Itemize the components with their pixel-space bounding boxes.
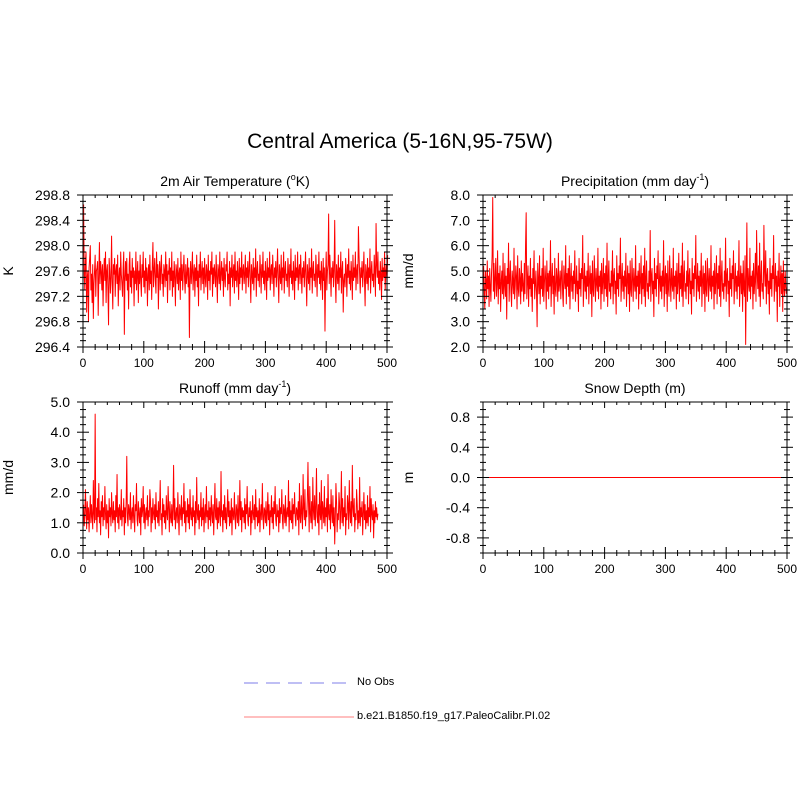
y-tick-label-tas: 296.4 — [35, 339, 70, 355]
chart-title-precip: Precipitation (mm day-1) — [561, 172, 709, 189]
chart-title-main-tas: 2m Air Temperature ( — [160, 173, 291, 189]
x-tick-label-runoff: 400 — [316, 562, 336, 576]
y-tick-label-snow: -0.8 — [446, 530, 470, 546]
chart-title-main-precip: Precipitation (mm day — [561, 173, 696, 189]
x-tick-label-tas: 100 — [134, 356, 154, 370]
x-tick-label-precip: 400 — [716, 356, 736, 370]
x-tick-label-tas: 400 — [316, 356, 336, 370]
x-tick-label-snow: 300 — [655, 562, 675, 576]
chart-title-main-snow: Snow Depth (m) — [584, 380, 685, 396]
y-tick-label-snow: 0.8 — [451, 409, 471, 425]
y-tick-label-precip: 4.0 — [451, 288, 471, 304]
y-tick-label-snow: -0.4 — [446, 500, 470, 516]
x-tick-label-runoff: 500 — [377, 562, 397, 576]
y-tick-label-precip: 5.0 — [451, 263, 471, 279]
chart-title-suffix-precip: ) — [704, 173, 709, 189]
chart-panel-snow: 0 100 200 300 400 500 -0.8 -0.4 0.0 0.4 0.8 m Snow D… — [400, 380, 797, 576]
x-tick-label-snow: 100 — [534, 562, 554, 576]
x-tick-label-runoff: 200 — [195, 562, 215, 576]
x-tick-label-snow: 400 — [716, 562, 736, 576]
y-tick-label-precip: 2.0 — [451, 339, 471, 355]
chart-title-sup-runoff: -1 — [278, 379, 286, 389]
y-axis-label-runoff: mm/d — [0, 460, 16, 495]
chart-panel-tas: 0 100 200 300 400 500 296.4 296.8 297.2 297.6 298.… — [0, 172, 397, 370]
y-tick-label-precip: 6.0 — [451, 238, 471, 254]
series-line-runoff-0 — [83, 413, 379, 545]
chart-panel-runoff: 0 100 200 300 400 500 0.0 1.0 2.0 3.0 4.0 5.0 mm/d Ru… — [0, 379, 397, 576]
x-tick-label-precip: 0 — [480, 356, 487, 370]
y-tick-label-runoff: 0.0 — [51, 545, 71, 561]
y-axis-label-tas: K — [0, 266, 16, 276]
chart-title-runoff: Runoff (mm day-1) — [179, 379, 291, 396]
x-tick-label-snow: 500 — [777, 562, 797, 576]
x-tick-label-tas: 500 — [377, 356, 397, 370]
y-tick-label-runoff: 5.0 — [51, 394, 71, 410]
chart-title-snow: Snow Depth (m) — [584, 380, 685, 396]
y-tick-label-tas: 298.0 — [35, 238, 70, 254]
chart-title-main-runoff: Runoff (mm day — [179, 380, 278, 396]
y-tick-label-tas: 297.6 — [35, 263, 70, 279]
y-tick-label-runoff: 1.0 — [51, 515, 71, 531]
x-tick-label-tas: 0 — [80, 356, 87, 370]
y-axis-label-snow: m — [400, 472, 416, 484]
y-tick-label-tas: 298.4 — [35, 212, 70, 228]
x-tick-label-runoff: 300 — [255, 562, 275, 576]
x-tick-label-tas: 300 — [255, 356, 275, 370]
y-tick-label-tas: 298.8 — [35, 187, 70, 203]
x-tick-label-tas: 200 — [195, 356, 215, 370]
y-tick-label-runoff: 2.0 — [51, 485, 71, 501]
legend-label-no-obs: No Obs — [357, 676, 395, 688]
chart-title-sup-precip: -1 — [696, 172, 704, 182]
y-tick-label-precip: 8.0 — [451, 187, 471, 203]
y-axis-label-precip: mm/d — [400, 254, 416, 289]
series-line-tas-0 — [83, 204, 389, 338]
chart-title-suffix-runoff: ) — [286, 380, 291, 396]
x-tick-label-precip: 500 — [777, 356, 797, 370]
y-tick-label-runoff: 4.0 — [51, 424, 71, 440]
chart-title-suffix-tas: K) — [296, 173, 310, 189]
x-tick-label-runoff: 0 — [80, 562, 87, 576]
page-title: Central America (5-16N,95-75W) — [247, 130, 553, 153]
y-tick-label-runoff: 3.0 — [51, 454, 71, 470]
legend-label-model: b.e21.B1850.f19_g17.PaleoCalibr.PI.02 — [357, 710, 551, 722]
y-tick-label-precip: 3.0 — [451, 314, 471, 330]
y-tick-label-snow: 0.4 — [451, 439, 471, 455]
x-tick-label-precip: 100 — [534, 356, 554, 370]
y-tick-label-precip: 7.0 — [451, 212, 471, 228]
x-tick-label-runoff: 100 — [134, 562, 154, 576]
chart-panel-precip: 0 100 200 300 400 500 2.0 3.0 4.0 5.0 6.0 7.0 8.0 mm/… — [400, 172, 797, 370]
y-tick-label-tas: 296.8 — [35, 314, 70, 330]
chart-title-sup-tas: o — [291, 172, 296, 182]
series-line-precip-0 — [483, 197, 787, 345]
y-tick-label-tas: 297.2 — [35, 288, 70, 304]
y-tick-label-snow: 0.0 — [451, 470, 471, 486]
x-tick-label-precip: 300 — [655, 356, 675, 370]
x-tick-label-snow: 200 — [595, 562, 615, 576]
x-tick-label-precip: 200 — [595, 356, 615, 370]
x-tick-label-snow: 0 — [480, 562, 487, 576]
chart-title-tas: 2m Air Temperature (oK) — [160, 172, 309, 189]
